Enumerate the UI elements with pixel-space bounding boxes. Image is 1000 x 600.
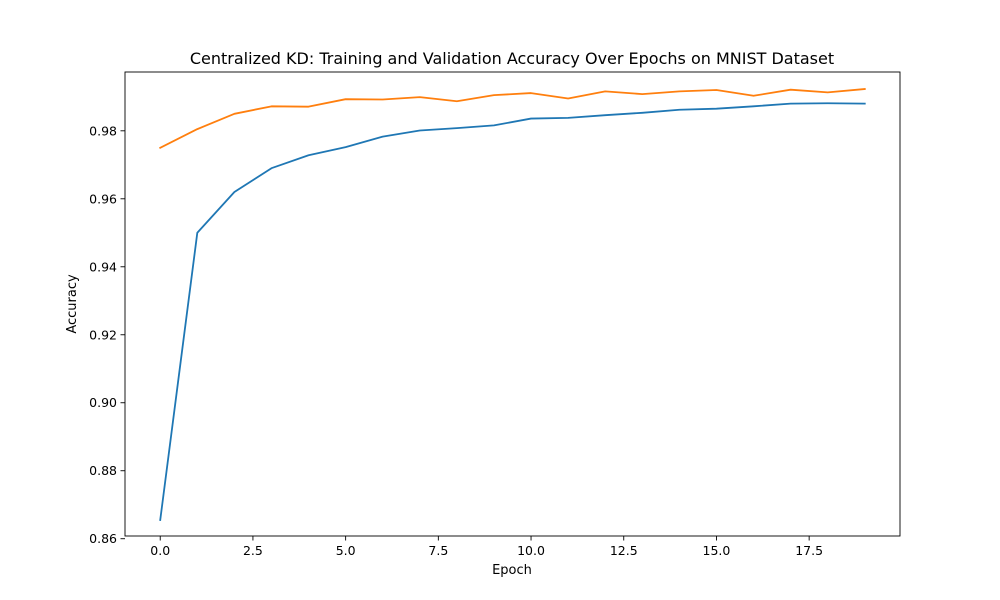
y-tick-label: 0.92: [89, 327, 117, 342]
series-line-2: [159, 88, 866, 150]
y-tick-label: 0.90: [89, 395, 117, 410]
y-tick-label: 0.88: [89, 463, 117, 478]
x-tick-label: 7.5: [428, 543, 448, 558]
y-tick-label: 0.96: [89, 191, 117, 206]
x-tick-label: 17.5: [795, 543, 823, 558]
x-tick-label: 15.0: [703, 543, 731, 558]
plot-lines: [159, 88, 866, 522]
x-axis-label: Epoch: [492, 563, 532, 578]
y-axis-label: Accuracy: [65, 274, 80, 334]
x-tick-label: 0.0: [150, 543, 170, 558]
x-tick-label: 12.5: [610, 543, 638, 558]
x-tick-label: 10.0: [517, 543, 545, 558]
x-tick-label: 2.5: [243, 543, 263, 558]
plot-frame: [124, 71, 901, 537]
y-tick-label: 0.98: [89, 123, 117, 138]
y-tick-label: 0.94: [89, 259, 117, 274]
x-tick-label: 5.0: [336, 543, 356, 558]
x-axis-ticks: 0.0 2.5 5.0 7.5 10.0 12.5 15.0 17.5: [150, 536, 823, 558]
chart-title: Centralized KD: Training and Validation …: [190, 49, 834, 68]
series-line-1: [159, 102, 866, 522]
y-tick-label: 0.86: [89, 531, 117, 546]
y-axis-ticks: 0.86 0.88 0.90 0.92 0.94 0.96 0.98: [89, 123, 125, 546]
